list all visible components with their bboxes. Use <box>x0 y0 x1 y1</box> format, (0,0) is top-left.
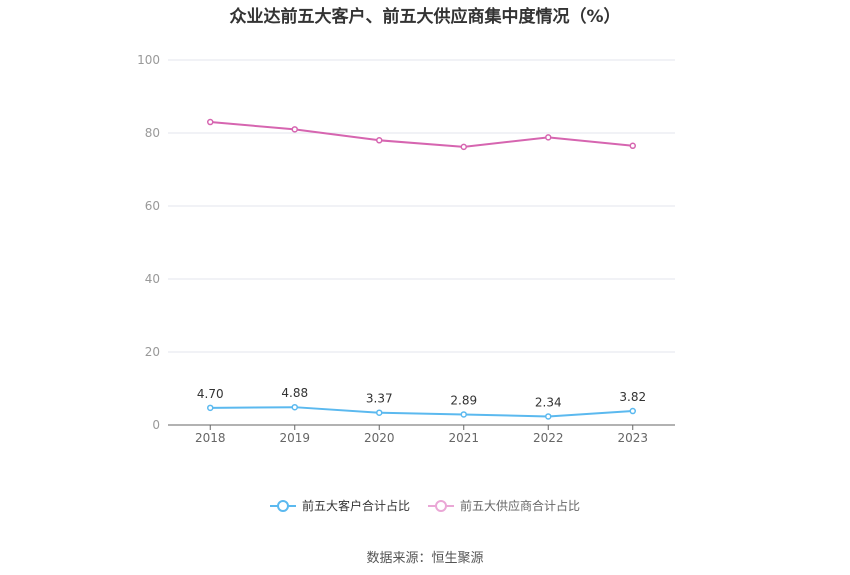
legend-label-customers: 前五大客户合计占比 <box>301 499 410 513</box>
data-label: 4.88 <box>281 386 308 400</box>
data-source: 数据来源：恒生聚源 <box>366 551 484 566</box>
legend-label-suppliers: 前五大供应商合计占比 <box>460 499 581 513</box>
data-point <box>460 143 467 151</box>
y-tick-label: 40 <box>145 272 160 286</box>
series-line-2 <box>210 121 633 148</box>
legend-line-marker-icon <box>428 499 454 512</box>
data-point <box>207 404 214 412</box>
data-point <box>545 134 552 141</box>
data-point <box>629 407 636 415</box>
x-tick-label: 2020 <box>364 431 395 445</box>
legend-item-suppliers[interactable]: 前五大供应商合计占比 <box>428 497 580 514</box>
data-label: 2.34 <box>535 395 562 409</box>
series-line-1 <box>210 406 633 418</box>
data-label: 3.37 <box>366 392 393 406</box>
data-point <box>376 409 383 416</box>
legend-line-marker-icon <box>269 499 296 512</box>
chart-title: 众业达前五大客户、前五大供应商集中度情况（%） <box>229 7 621 27</box>
data-label: 2.89 <box>450 393 477 407</box>
x-tick-label: 2021 <box>448 431 479 445</box>
x-tick-label: 2018 <box>195 431 226 445</box>
data-label: 4.70 <box>197 387 224 401</box>
legend-item-customers[interactable]: 前五大客户合计占比 <box>269 497 410 514</box>
x-tick-label: 2022 <box>533 431 564 445</box>
y-tick-label: 60 <box>145 199 160 213</box>
data-point <box>545 413 552 420</box>
y-tick-label: 20 <box>145 345 160 359</box>
data-point <box>207 118 214 126</box>
legend: 前五大客户合计占比 前五大供应商合计占比 <box>0 497 850 514</box>
y-tick-label: 100 <box>137 53 160 67</box>
y-tick-label: 80 <box>145 126 160 140</box>
x-tick-label: 2019 <box>279 431 310 445</box>
data-point <box>629 142 636 150</box>
data-label: 3.82 <box>619 390 646 404</box>
data-point <box>291 126 298 133</box>
data-point <box>376 137 383 144</box>
data-point <box>291 403 298 411</box>
data-point <box>460 411 467 418</box>
x-tick-label: 2023 <box>617 431 648 445</box>
y-tick-label: 0 <box>152 418 160 432</box>
